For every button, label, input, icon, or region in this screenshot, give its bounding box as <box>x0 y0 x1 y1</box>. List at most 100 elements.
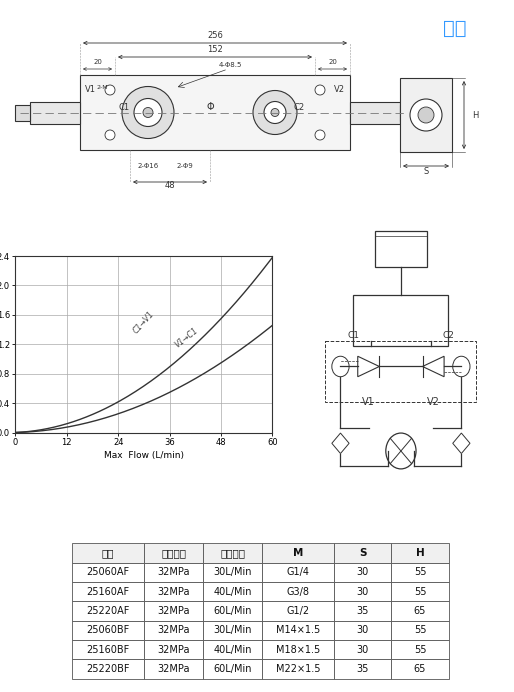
Circle shape <box>134 98 162 127</box>
Bar <box>203 582 262 601</box>
Bar <box>203 640 262 659</box>
Text: 最大流量: 最大流量 <box>220 548 245 558</box>
Circle shape <box>271 109 279 116</box>
Text: 40L/Min: 40L/Min <box>213 587 252 597</box>
Text: 30: 30 <box>357 645 369 655</box>
Bar <box>325 341 476 402</box>
Bar <box>400 104 415 120</box>
Bar <box>335 659 392 679</box>
Text: H: H <box>472 111 479 120</box>
Bar <box>335 601 392 621</box>
Text: 55: 55 <box>414 626 426 635</box>
Bar <box>72 601 144 621</box>
Text: 35: 35 <box>357 606 369 616</box>
Bar <box>392 582 449 601</box>
Text: G1/2: G1/2 <box>287 606 310 616</box>
Circle shape <box>315 130 325 140</box>
Text: 4-Φ8.5: 4-Φ8.5 <box>218 62 242 68</box>
Text: 60L/Min: 60L/Min <box>213 606 252 616</box>
Bar <box>15 104 30 120</box>
Bar <box>375 230 427 266</box>
Bar <box>335 563 392 582</box>
Text: 2-Φ16: 2-Φ16 <box>137 163 159 169</box>
Text: G1/4: G1/4 <box>287 567 310 577</box>
Text: 32MPa: 32MPa <box>157 664 190 674</box>
Bar <box>335 543 392 563</box>
Text: 25060BF: 25060BF <box>86 626 130 635</box>
Bar <box>144 621 203 640</box>
Text: 25160BF: 25160BF <box>86 645 130 655</box>
Text: 152: 152 <box>207 45 223 54</box>
Bar <box>144 582 203 601</box>
Bar <box>72 543 144 563</box>
Text: 25220AF: 25220AF <box>86 606 130 616</box>
Bar <box>72 659 144 679</box>
Text: H: H <box>416 548 425 558</box>
Text: 65: 65 <box>414 606 426 616</box>
Text: 30: 30 <box>357 567 369 577</box>
Bar <box>392 659 449 679</box>
Bar <box>144 543 203 563</box>
Bar <box>392 563 449 582</box>
Text: 30L/Min: 30L/Min <box>213 626 252 635</box>
Bar <box>350 102 400 123</box>
Text: V1→C1: V1→C1 <box>173 327 200 350</box>
Text: V2: V2 <box>427 397 440 407</box>
Circle shape <box>410 99 442 131</box>
Bar <box>72 640 144 659</box>
Circle shape <box>253 91 297 134</box>
Bar <box>392 640 449 659</box>
Circle shape <box>105 130 115 140</box>
Bar <box>203 543 262 563</box>
Text: V1: V1 <box>340 409 341 410</box>
Text: C1→V1: C1→V1 <box>132 309 156 335</box>
Text: 48: 48 <box>164 181 175 190</box>
Text: M22×1.5: M22×1.5 <box>276 664 321 674</box>
Text: 30: 30 <box>357 587 369 597</box>
Bar <box>72 563 144 582</box>
Text: 35: 35 <box>357 664 369 674</box>
Bar <box>144 601 203 621</box>
Circle shape <box>122 86 174 138</box>
Bar <box>392 621 449 640</box>
Text: 65: 65 <box>414 664 426 674</box>
Text: 型号: 型号 <box>102 548 114 558</box>
Circle shape <box>418 107 434 123</box>
Bar <box>262 640 335 659</box>
Text: 40L/Min: 40L/Min <box>213 645 252 655</box>
Circle shape <box>105 85 115 95</box>
Circle shape <box>264 102 286 123</box>
Text: 20: 20 <box>328 59 337 65</box>
Text: 32MPa: 32MPa <box>157 587 190 597</box>
Bar <box>203 563 262 582</box>
X-axis label: Max  Flow (L/min): Max Flow (L/min) <box>104 451 184 460</box>
Bar <box>392 543 449 563</box>
Text: 256: 256 <box>207 31 223 40</box>
Bar <box>80 75 350 150</box>
Text: 25060AF: 25060AF <box>86 567 130 577</box>
Bar <box>72 621 144 640</box>
Text: C2: C2 <box>443 331 454 340</box>
Text: V1: V1 <box>85 85 96 94</box>
Bar <box>354 295 448 346</box>
Text: V1: V1 <box>362 397 375 407</box>
Bar <box>203 621 262 640</box>
Text: Φ: Φ <box>206 102 214 111</box>
Bar <box>203 659 262 679</box>
Text: C1: C1 <box>347 331 359 340</box>
Bar <box>262 563 335 582</box>
Bar <box>335 621 392 640</box>
Text: 32MPa: 32MPa <box>157 606 190 616</box>
Circle shape <box>143 107 153 118</box>
Text: 60L/Min: 60L/Min <box>213 664 252 674</box>
Bar <box>400 78 452 152</box>
Bar <box>335 640 392 659</box>
Bar <box>262 582 335 601</box>
Bar <box>203 601 262 621</box>
Bar <box>144 640 203 659</box>
Text: 25220BF: 25220BF <box>86 664 130 674</box>
Text: 20: 20 <box>93 59 102 65</box>
Bar <box>72 582 144 601</box>
Text: 55: 55 <box>414 645 426 655</box>
Text: 2-Φ9: 2-Φ9 <box>177 163 193 169</box>
